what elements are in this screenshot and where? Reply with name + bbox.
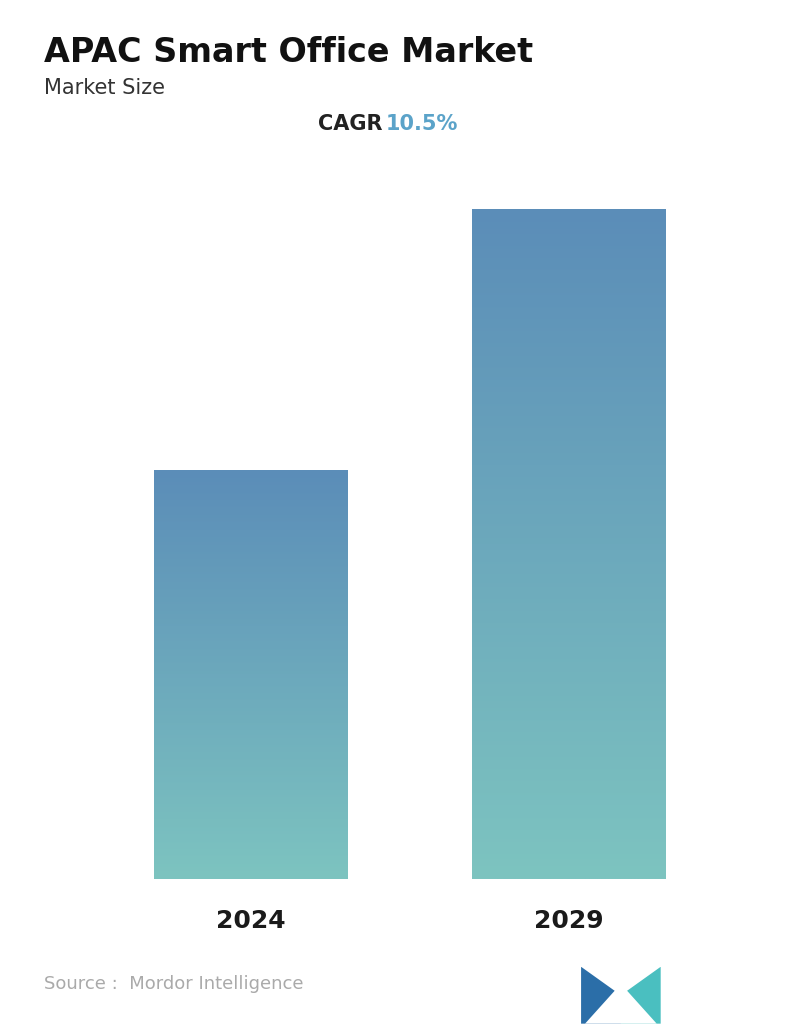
Text: Market Size: Market Size [44, 78, 165, 97]
Polygon shape [585, 984, 657, 1024]
Text: 2029: 2029 [534, 909, 604, 933]
Text: 2024: 2024 [216, 909, 286, 933]
Polygon shape [581, 967, 621, 1024]
Text: CAGR: CAGR [318, 114, 382, 133]
Polygon shape [621, 967, 661, 1024]
Text: 10.5%: 10.5% [386, 114, 458, 133]
Text: APAC Smart Office Market: APAC Smart Office Market [44, 36, 533, 69]
Text: Source :  Mordor Intelligence: Source : Mordor Intelligence [44, 975, 303, 993]
